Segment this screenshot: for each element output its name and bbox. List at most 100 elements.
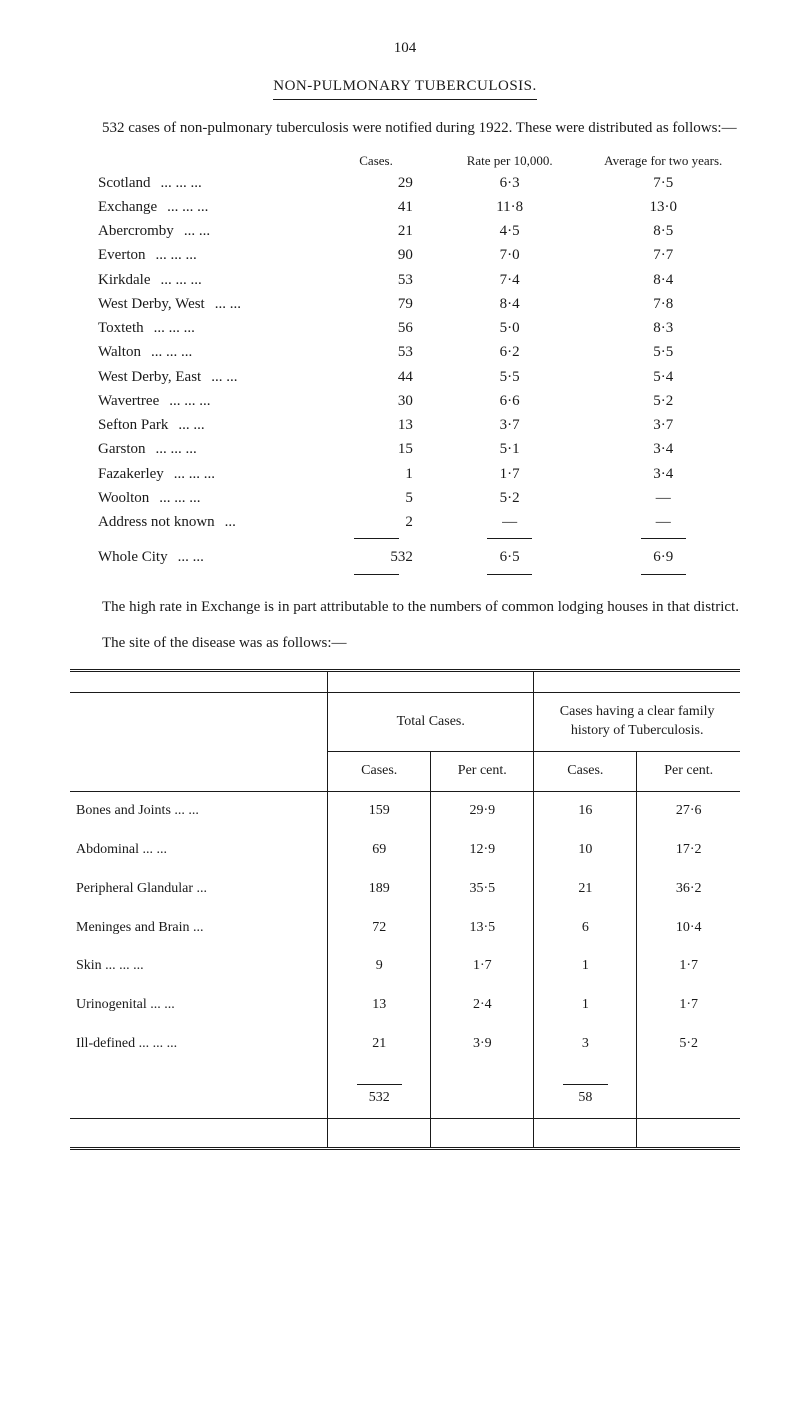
leader-dots: ... ... ... xyxy=(161,173,202,193)
table-row: Wavertree... ... ...306·65·2 xyxy=(70,389,740,413)
district-name: Wavertree... ... ... xyxy=(70,389,335,413)
table-total-row: Whole City... ...5326·56·9 xyxy=(70,545,740,569)
rate-cell: 3·7 xyxy=(433,413,587,437)
total-percent-cell: 35·5 xyxy=(431,870,534,909)
table-row: Woolton... ... ...55·2— xyxy=(70,486,740,510)
total-cases-cell: 13 xyxy=(328,986,431,1025)
leader-dots: ... ... ... xyxy=(156,439,197,459)
avg-cell: 8·5 xyxy=(586,219,740,243)
leader-dots: ... ... xyxy=(178,415,204,435)
district-name: Abercromby... ... xyxy=(70,219,335,243)
table-row: Toxteth... ... ...565·08·3 xyxy=(70,316,740,340)
leader-dots: ... ... xyxy=(211,367,237,387)
section-title-wrap: NON-PULMONARY TUBERCULOSIS. xyxy=(70,76,740,99)
section-title: NON-PULMONARY TUBERCULOSIS. xyxy=(273,76,537,99)
avg-cell: 3·4 xyxy=(586,462,740,486)
table-row: West Derby, East... ...445·55·4 xyxy=(70,365,740,389)
leader-dots: ... ... ... xyxy=(160,270,201,290)
page-number: 104 xyxy=(70,38,740,58)
leader-dots: ... ... ... xyxy=(154,318,195,338)
district-name: Address not known... xyxy=(70,510,335,534)
cases-cell: 15 xyxy=(335,437,433,461)
t2-sub-cases: Cases. xyxy=(328,751,431,791)
table-row: Garston... ... ...155·13·4 xyxy=(70,437,740,461)
table-row: Exchange... ... ...4111·813·0 xyxy=(70,195,740,219)
rate-cell: 11·8 xyxy=(433,195,587,219)
site-paragraph: The site of the disease was as follows:— xyxy=(70,633,740,653)
avg-cell: 5·4 xyxy=(586,365,740,389)
cases-cell: 21 xyxy=(335,219,433,243)
district-name: Walton... ... ... xyxy=(70,340,335,364)
leader-dots: ... ... ... xyxy=(159,488,200,508)
avg-cell: 5·2 xyxy=(586,389,740,413)
cases-cell: 1 xyxy=(335,462,433,486)
table-row: Walton... ... ...536·25·5 xyxy=(70,340,740,364)
rate-cell: 1·7 xyxy=(433,462,587,486)
table-row: Abdominal ... ...6912·91017·2 xyxy=(70,831,740,870)
site-label: Ill-defined ... ... ... xyxy=(70,1025,328,1064)
site-label: Abdominal ... ... xyxy=(70,831,328,870)
table-row: Skin ... ... ...91·711·7 xyxy=(70,947,740,986)
avg-cell: 8·4 xyxy=(586,268,740,292)
family-cases-cell: 1 xyxy=(534,986,637,1025)
family-cases-cell: 10 xyxy=(534,831,637,870)
district-name: West Derby, West... ... xyxy=(70,292,335,316)
cases-cell: 56 xyxy=(335,316,433,340)
leader-dots: ... ... ... xyxy=(155,245,196,265)
total-cases-cell: 21 xyxy=(328,1025,431,1064)
family-cases-cell: 3 xyxy=(534,1025,637,1064)
avg-cell: 3·7 xyxy=(586,413,740,437)
high-rate-paragraph: The high rate in Exchange is in part att… xyxy=(70,597,740,617)
district-name: Woolton... ... ... xyxy=(70,486,335,510)
site-label: Skin ... ... ... xyxy=(70,947,328,986)
total-rate: 6·5 xyxy=(433,545,587,569)
site-label: Bones and Joints ... ... xyxy=(70,791,328,830)
rate-cell: 7·0 xyxy=(433,243,587,267)
rate-cell: 6·2 xyxy=(433,340,587,364)
cases-cell: 13 xyxy=(335,413,433,437)
t2-sub-percent: Per cent. xyxy=(431,751,534,791)
total-percent-cell: 13·5 xyxy=(431,909,534,948)
avg-cell: 7·8 xyxy=(586,292,740,316)
total-cases-cell: 69 xyxy=(328,831,431,870)
table-row: Fazakerley... ... ...11·73·4 xyxy=(70,462,740,486)
avg-cell: 7·5 xyxy=(586,171,740,195)
t2-total-c2: 58 xyxy=(578,1090,592,1105)
leader-dots: ... ... ... xyxy=(151,342,192,362)
cases-cell: 53 xyxy=(335,340,433,364)
rate-cell: 5·2 xyxy=(433,486,587,510)
total-percent-cell: 29·9 xyxy=(431,791,534,830)
cases-cell: 90 xyxy=(335,243,433,267)
family-percent-cell: 27·6 xyxy=(637,791,740,830)
total-cases-cell: 9 xyxy=(328,947,431,986)
cases-cell: 29 xyxy=(335,171,433,195)
table-row: Urinogenital ... ...132·411·7 xyxy=(70,986,740,1025)
family-percent-cell: 36·2 xyxy=(637,870,740,909)
district-name: Scotland... ... ... xyxy=(70,171,335,195)
district-name: Everton... ... ... xyxy=(70,243,335,267)
cases-cell: 41 xyxy=(335,195,433,219)
district-name: West Derby, East... ... xyxy=(70,365,335,389)
rate-cell: 8·4 xyxy=(433,292,587,316)
leader-dots: ... ... ... xyxy=(169,391,210,411)
rate-cell: 5·0 xyxy=(433,316,587,340)
family-cases-cell: 6 xyxy=(534,909,637,948)
total-percent-cell: 3·9 xyxy=(431,1025,534,1064)
family-cases-cell: 21 xyxy=(534,870,637,909)
t2-sub-percent2: Per cent. xyxy=(637,751,740,791)
leader-dots: ... ... ... xyxy=(167,197,208,217)
total-cases-cell: 72 xyxy=(328,909,431,948)
leader-dots: ... ... xyxy=(184,221,210,241)
avg-cell: — xyxy=(586,486,740,510)
total-cases: 532 xyxy=(335,545,433,569)
table-row: Scotland... ... ...296·37·5 xyxy=(70,171,740,195)
cases-cell: 53 xyxy=(335,268,433,292)
table-row: Sefton Park... ...133·73·7 xyxy=(70,413,740,437)
t2-total-c1: 532 xyxy=(369,1090,390,1105)
district-name: Garston... ... ... xyxy=(70,437,335,461)
avg-cell: 7·7 xyxy=(586,243,740,267)
total-cases-cell: 189 xyxy=(328,870,431,909)
total-label: Whole City... ... xyxy=(70,545,335,569)
intro-paragraph: 532 cases of non-pulmonary tuberculosis … xyxy=(70,118,740,138)
t2-grp-total: Total Cases. xyxy=(328,693,534,752)
